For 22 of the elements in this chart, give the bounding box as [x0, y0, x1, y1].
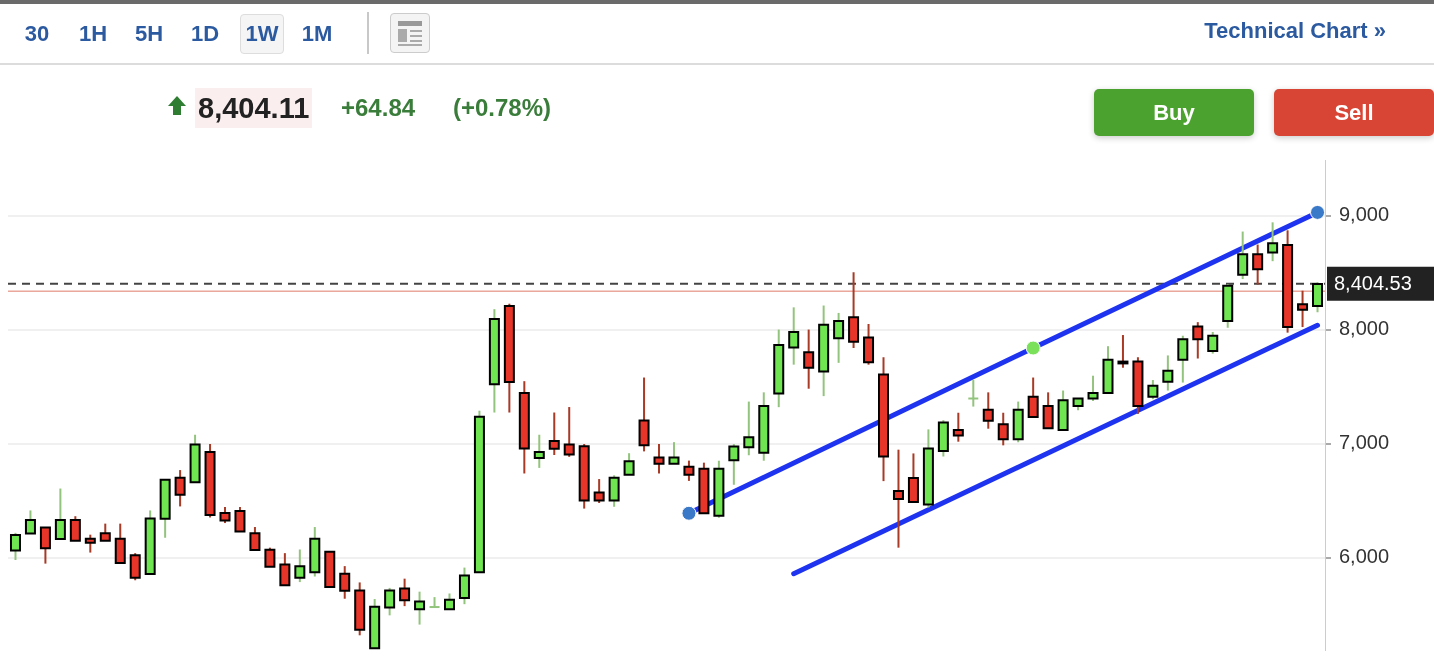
- text: Buy: [1094, 89, 1254, 136]
- text: 8,404.11: [195, 88, 313, 128]
- text: (+0.78%): [453, 93, 552, 123]
- text: 5H: [133, 20, 165, 48]
- candlestick: [967, 379, 980, 408]
- y-tick-label: 7,000: [1339, 431, 1390, 454]
- candlestick: [428, 596, 441, 609]
- y-tick-label: 9,000: [1339, 203, 1390, 226]
- text: Sell: [1274, 89, 1434, 136]
- point: [681, 505, 697, 521]
- y-tick-label: 6,000: [1339, 545, 1390, 568]
- y-tick-label: 8,000: [1339, 317, 1390, 340]
- text: 30: [23, 20, 51, 48]
- text: 1D: [189, 20, 221, 48]
- point: [1025, 340, 1041, 356]
- text: 1H: [77, 20, 109, 48]
- point: [1310, 204, 1326, 220]
- ref-line-label: 8,404.53: [1334, 272, 1412, 295]
- text: 1M: [300, 20, 334, 48]
- text: +64.84: [341, 93, 416, 123]
- text: Technical Chart »: [1204, 18, 1386, 44]
- text: 1W: [240, 14, 284, 54]
